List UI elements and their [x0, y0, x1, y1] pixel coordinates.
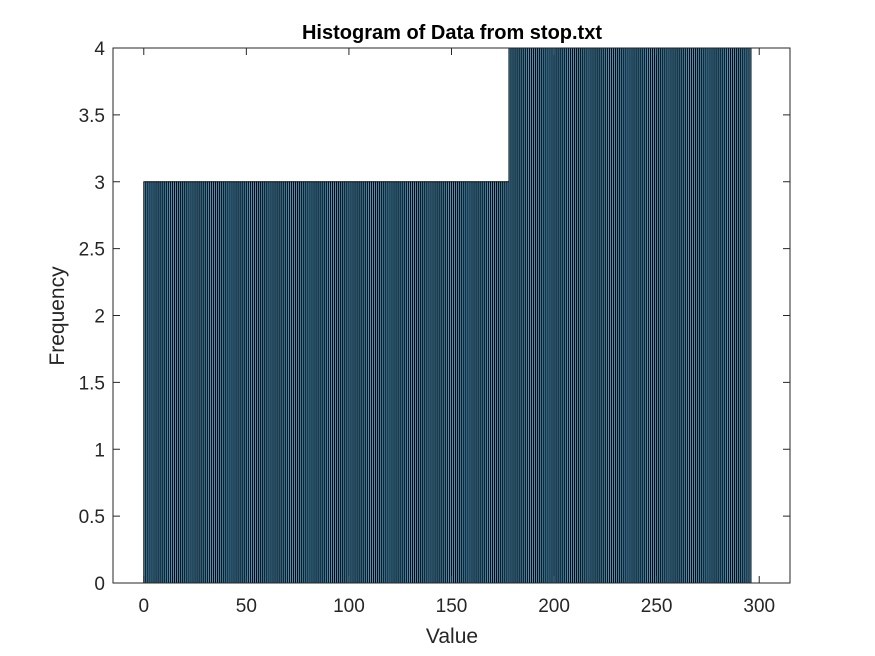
y-tick-label: 0: [94, 574, 105, 595]
y-tick-label: 2.5: [79, 240, 105, 261]
chart-title: Histogram of Data from stop.txt: [302, 22, 602, 44]
x-tick-label: 300: [743, 596, 775, 617]
histogram-bar: [748, 47, 752, 584]
x-tick-label: 250: [641, 596, 673, 617]
x-tick-label: 100: [333, 596, 365, 617]
y-axis-label: Frequency: [46, 266, 69, 366]
y-tick-label: 4: [94, 39, 105, 60]
x-tick-label: 50: [236, 596, 257, 617]
y-tick-label: 3.5: [79, 106, 105, 127]
y-tick-label: 0.5: [79, 507, 105, 528]
x-tick-label: 150: [436, 596, 468, 617]
ticks-layer: 0 50 100 150 200 250 300 0 0.5 1 1.5 2 2.5 3 3.5 4: [79, 39, 790, 617]
y-tick-label: 1: [94, 440, 105, 461]
x-tick-label: 0: [138, 596, 149, 617]
y-tick-label: 2: [94, 307, 105, 328]
x-tick-label: 200: [538, 596, 570, 617]
x-axis-label: Value: [426, 625, 478, 648]
y-tick-label: 1.5: [79, 373, 105, 394]
y-tick-label: 3: [94, 173, 105, 194]
